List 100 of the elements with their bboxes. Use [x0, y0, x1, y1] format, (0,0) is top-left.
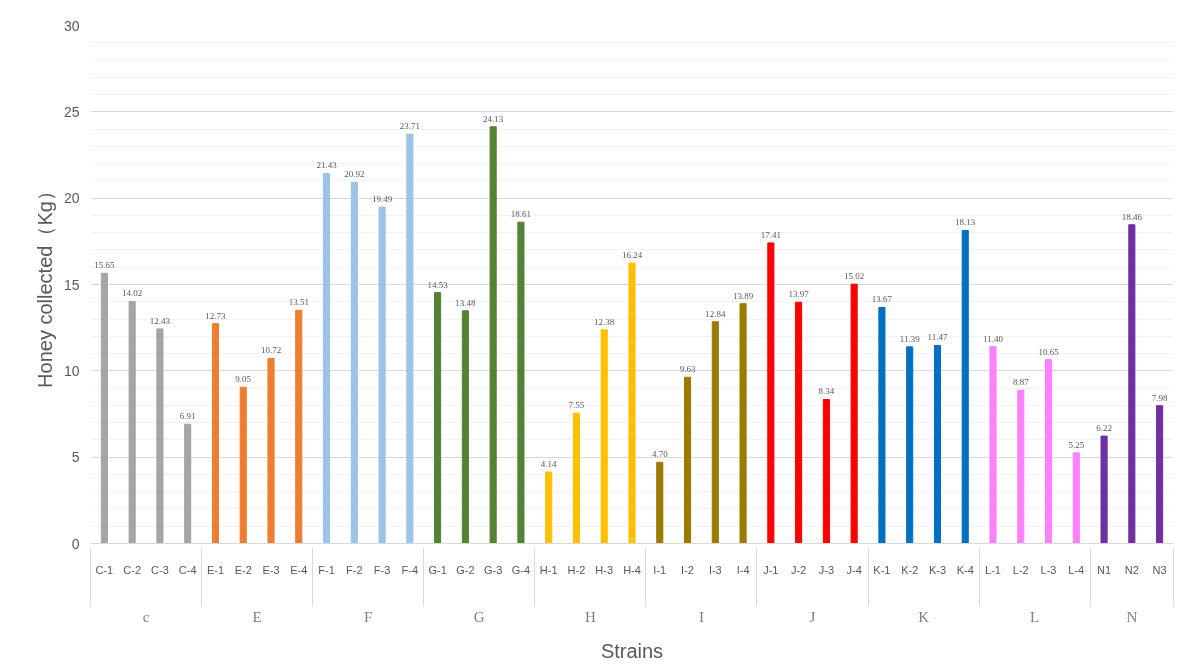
data-label: 7.98	[1151, 392, 1168, 403]
bar	[545, 471, 553, 544]
data-label: 20.92	[344, 169, 365, 180]
text: J	[809, 608, 816, 625]
bar	[933, 344, 942, 544]
data-label: 18.61	[510, 209, 532, 220]
x-tick-label: I-1	[653, 563, 667, 576]
x-tick-label: G-1	[428, 563, 447, 576]
bar	[1100, 435, 1108, 544]
x-axis-title: Strains	[600, 639, 664, 662]
data-label: 10.65	[1038, 346, 1060, 357]
x-tick-label: F-4	[401, 563, 419, 576]
bar	[739, 303, 747, 544]
x-tick-label: E-4	[290, 563, 308, 576]
x-tick-label: C-2	[123, 563, 142, 576]
bar	[489, 126, 497, 544]
bar	[600, 329, 608, 544]
x-tick-label: G-2	[456, 563, 475, 576]
data-label: 6.22	[1096, 423, 1112, 434]
bar	[267, 357, 275, 544]
x-tick-label: N1	[1097, 563, 1112, 576]
x-tick-label: E-3	[262, 563, 280, 576]
x-tick-label: F-3	[373, 563, 391, 576]
data-label: 5.25	[1068, 439, 1085, 450]
text: E	[252, 608, 262, 625]
bar	[1156, 405, 1164, 544]
bar	[378, 206, 386, 544]
data-label: 13.51	[288, 297, 309, 308]
bar	[1017, 389, 1025, 544]
bar	[795, 301, 803, 544]
bar	[711, 321, 719, 544]
bar	[322, 172, 331, 544]
x-tick-label: J-1	[763, 563, 779, 576]
x-tick-label: J-4	[846, 563, 862, 576]
x-tick-label: H-4	[623, 563, 641, 576]
y-tick-label: 10	[63, 362, 80, 379]
x-tick-label: I-3	[708, 563, 722, 576]
bar	[1044, 359, 1053, 544]
data-label: 13.48	[455, 297, 477, 308]
x-tick-label: K-3	[928, 563, 947, 576]
y-tick-label: 30	[63, 17, 80, 34]
data-label: 14.53	[427, 279, 449, 290]
bar	[656, 461, 664, 544]
x-tick-label: L-3	[1040, 563, 1057, 576]
text: I	[698, 608, 704, 625]
data-label: 6.91	[179, 411, 196, 422]
x-tick-label: N2	[1124, 563, 1139, 576]
x-tick-label: J-2	[790, 563, 807, 576]
bar	[906, 346, 914, 544]
data-label: 16.24	[621, 250, 643, 261]
data-label: 8.87	[1012, 377, 1030, 388]
data-label: 12.84	[705, 308, 726, 319]
bar	[434, 292, 442, 544]
data-label: 23.71	[399, 121, 420, 132]
y-tick-label: 0	[71, 535, 80, 552]
x-tick-label: E-1	[206, 563, 225, 576]
bar	[822, 399, 830, 544]
x-tick-label: L-2	[1012, 563, 1029, 576]
bar	[850, 283, 858, 544]
x-tick-label: E-2	[234, 563, 252, 576]
data-label: 9.05	[235, 374, 252, 385]
x-tick-label: J-3	[818, 563, 835, 576]
x-tick-label: K-1	[873, 563, 891, 576]
bar	[767, 242, 775, 544]
data-label: 13.67	[871, 294, 893, 305]
bar	[961, 229, 969, 544]
text: K	[918, 608, 930, 625]
data-label: 4.70	[651, 449, 669, 460]
bar	[517, 221, 525, 544]
data-label: 10.72	[260, 345, 282, 356]
data-label: 18.46	[1121, 211, 1143, 222]
bar	[572, 412, 581, 544]
bar	[184, 423, 192, 544]
bar	[350, 181, 358, 544]
data-label: 17.41	[760, 229, 781, 240]
x-tick-label: C-4	[178, 563, 197, 576]
bar	[128, 300, 136, 544]
x-tick-label: N3	[1152, 563, 1167, 576]
bar	[239, 386, 247, 544]
data-label: 7.55	[568, 400, 585, 411]
text: N	[1126, 608, 1138, 625]
x-tick-label: H-2	[567, 563, 586, 576]
y-tick-label: 25	[63, 103, 80, 120]
x-tick-label: F-1	[318, 563, 335, 576]
data-label: 21.43	[316, 160, 338, 171]
bar	[1128, 224, 1136, 544]
text: H	[584, 608, 596, 625]
bar	[878, 306, 886, 544]
x-tick-label: L-4	[1068, 563, 1085, 576]
x-tick-label: G-3	[483, 563, 503, 576]
x-tick-label: K-4	[956, 563, 974, 576]
data-label: 12.43	[149, 315, 171, 326]
y-tick-label: 5	[71, 449, 80, 466]
y-axis-title: Honey collected（Kg）	[33, 181, 56, 388]
data-label: 11.39	[899, 333, 921, 344]
data-label: 13.89	[732, 290, 754, 301]
x-tick-label: H-3	[595, 563, 614, 576]
bar	[461, 310, 469, 544]
bar	[156, 328, 164, 544]
bar	[406, 133, 414, 544]
